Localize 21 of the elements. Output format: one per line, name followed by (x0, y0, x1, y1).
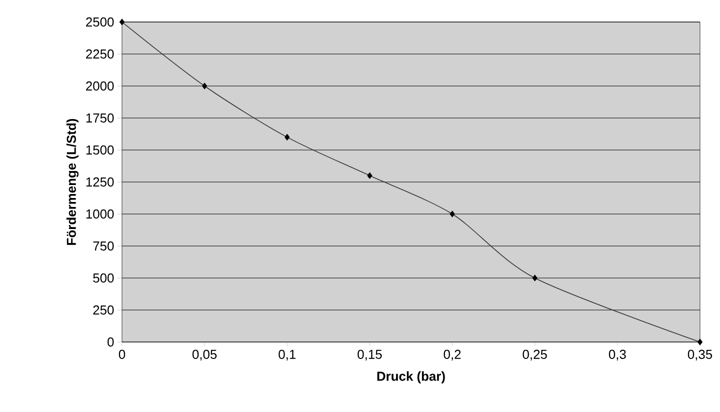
y-tick-label: 2500 (86, 17, 114, 27)
x-tick-label: 0,05 (192, 350, 217, 360)
y-axis-title: Fördermenge (L/Std) (66, 118, 79, 245)
x-tick-label: 0,35 (688, 350, 712, 360)
y-tick-label: 750 (93, 241, 114, 251)
y-tick-label: 250 (93, 305, 114, 315)
y-tick-label: 1500 (86, 145, 114, 155)
x-tick-label: 0,1 (278, 350, 296, 360)
x-tick-label: 0,15 (358, 350, 382, 360)
y-tick-label: 2000 (86, 81, 114, 91)
x-tick-label: 0,25 (522, 350, 547, 360)
y-tick-label: 500 (93, 273, 114, 283)
y-tick-label: 1000 (86, 209, 114, 219)
y-tick-label: 2250 (86, 49, 114, 59)
y-tick-label: 1750 (86, 113, 114, 123)
x-tick-label: 0,3 (608, 350, 626, 360)
x-axis-title: Druck (bar) (377, 371, 445, 384)
x-tick-label: 0 (118, 350, 126, 359)
x-tick-label: 0,2 (444, 350, 461, 360)
y-tick-label: 0 (108, 337, 114, 347)
y-tick-label: 1250 (86, 177, 114, 187)
